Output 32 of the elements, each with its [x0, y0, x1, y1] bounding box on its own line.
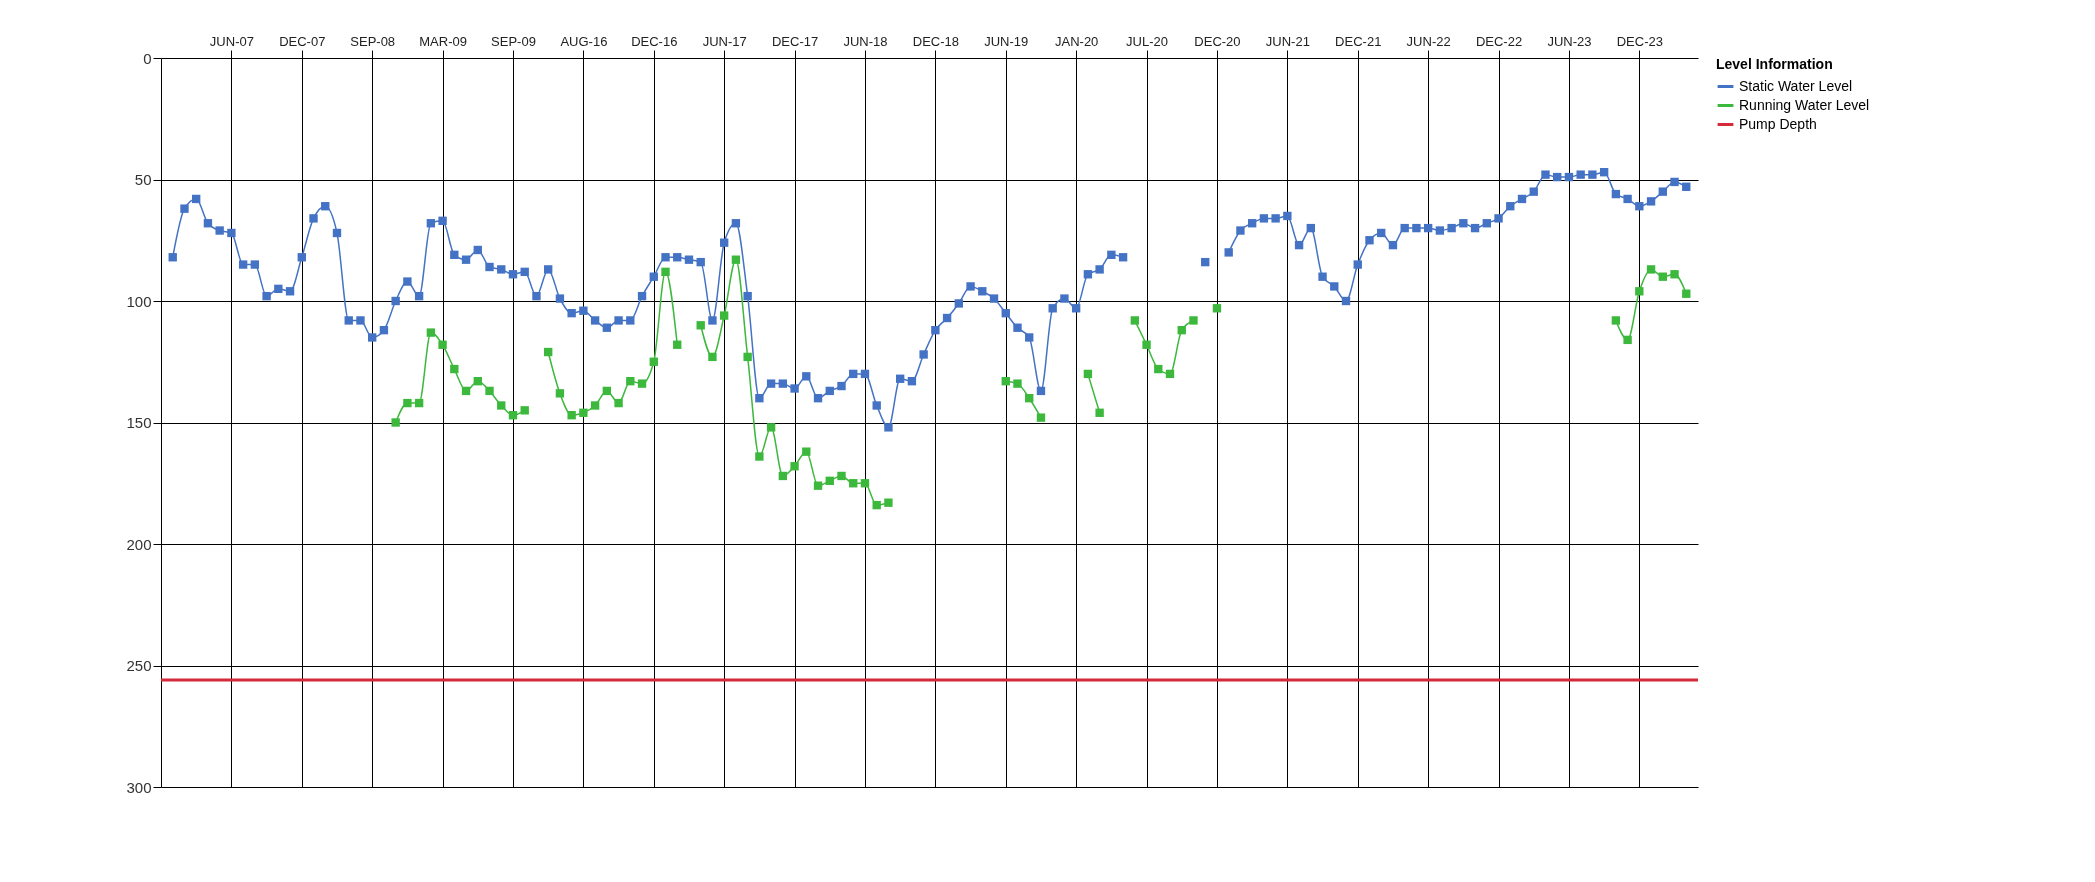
y-tick-label: 100 [126, 292, 152, 310]
x-tick-label: JUN-17 [702, 33, 747, 49]
legend-label: Static Water Level [1739, 77, 1853, 94]
legend-label: Running Water Level [1739, 96, 1870, 113]
x-tick-label: DEC-07 [279, 33, 326, 49]
y-tick-label: 300 [126, 778, 152, 796]
x-tick-label: JAN-20 [1054, 33, 1099, 49]
x-tick-label: SEP-08 [350, 33, 396, 49]
x-tick-label: SEP-09 [491, 33, 536, 49]
x-tick-label: DEC-17 [771, 33, 819, 49]
x-tick-label: DEC-22 [1475, 33, 1523, 49]
x-tick-label: JUN-21 [1265, 33, 1310, 49]
x-tick-label: DEC-16 [631, 33, 678, 49]
x-tick-label: JUN-18 [843, 33, 888, 49]
x-tick-label: MAR-09 [419, 33, 467, 49]
x-tick-label: DEC-18 [912, 33, 959, 49]
x-tick-label: AUG-16 [560, 33, 608, 49]
x-tick-label: DEC-21 [1335, 33, 1382, 49]
legend-label: Pump Depth [1739, 115, 1817, 132]
x-tick-label: DEC-20 [1194, 33, 1241, 49]
legend-title: Level Information [1716, 56, 1833, 72]
y-tick-label: 200 [126, 535, 152, 553]
x-tick-label: JUN-22 [1406, 33, 1451, 49]
y-tick-label: 250 [126, 657, 152, 674]
x-tick-label: JUL-20 [1126, 33, 1169, 49]
x-tick-label: JUN-23 [1547, 33, 1592, 49]
x-tick-label: DEC-23 [1616, 33, 1663, 49]
y-tick-label: 0 [143, 49, 152, 67]
y-tick-label: 150 [126, 414, 152, 431]
x-tick-label: JUN-19 [984, 33, 1029, 49]
x-tick-label: JUN-07 [209, 33, 254, 49]
y-tick-label: 50 [134, 171, 152, 188]
